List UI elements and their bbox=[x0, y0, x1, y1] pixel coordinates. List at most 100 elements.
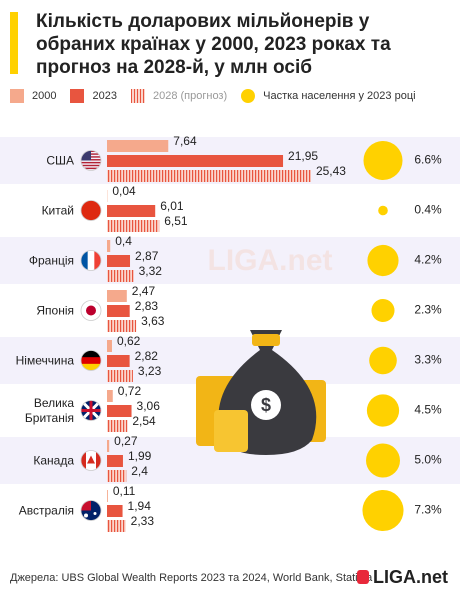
bar bbox=[107, 520, 126, 532]
chart-title: Кількість доларових мільйонерів у обрани… bbox=[36, 11, 391, 78]
flag-band bbox=[96, 450, 101, 471]
flag-outline bbox=[80, 250, 102, 271]
category-label: Велика Британія bbox=[24, 395, 74, 425]
share-circle bbox=[371, 298, 395, 323]
flag-band bbox=[81, 450, 86, 471]
flag-body bbox=[81, 350, 101, 371]
value-label: 1,94 bbox=[128, 499, 152, 513]
bar bbox=[107, 305, 130, 317]
share-circle bbox=[369, 346, 397, 375]
legend-swatch bbox=[10, 89, 24, 103]
value-label: 0,62 bbox=[117, 334, 141, 348]
flag-outline bbox=[80, 300, 102, 321]
bar bbox=[107, 255, 131, 267]
legend-item: 2023 bbox=[70, 89, 117, 103]
value-label: 2,4 bbox=[131, 464, 148, 478]
flag-cross bbox=[81, 400, 101, 421]
title-accent bbox=[10, 12, 18, 74]
share-label: 4.2% bbox=[414, 253, 442, 267]
bar bbox=[107, 290, 127, 302]
flag-body bbox=[81, 400, 101, 421]
bar bbox=[107, 355, 130, 367]
flag-outline bbox=[80, 350, 102, 371]
bar bbox=[107, 470, 127, 482]
flag-stripe bbox=[81, 357, 101, 365]
bar bbox=[107, 455, 123, 467]
flag bbox=[80, 500, 102, 521]
legend-swatch bbox=[130, 89, 145, 103]
bar bbox=[107, 140, 169, 152]
legend-item: 2028 (прогноз) bbox=[130, 89, 228, 103]
value-label: 2,47 bbox=[132, 284, 156, 298]
legend-item: 2000 bbox=[10, 89, 56, 103]
share-label: 0.4% bbox=[414, 203, 442, 217]
value-label: 3,63 bbox=[141, 314, 165, 328]
flag-outline bbox=[80, 400, 102, 421]
legend: 2000 2023 2028 (прогноз) Частка населенн… bbox=[10, 89, 430, 103]
share-circle bbox=[362, 489, 404, 532]
category-label: Франція bbox=[28, 253, 74, 267]
bar bbox=[107, 370, 133, 382]
flag-stripe bbox=[81, 161, 101, 164]
flag-body bbox=[81, 450, 101, 471]
bar bbox=[107, 320, 137, 332]
legend-label: 2028 (прогноз) bbox=[152, 90, 228, 102]
value-label: 2,33 bbox=[131, 514, 155, 528]
share-label: 4.5% bbox=[414, 403, 442, 417]
flag-outline bbox=[80, 200, 102, 221]
value-label: 0,27 bbox=[114, 434, 138, 448]
value-label: 6,01 bbox=[160, 199, 184, 213]
flag-body bbox=[81, 500, 101, 521]
value-label: 7,64 bbox=[173, 134, 197, 148]
value-label: 0,11 bbox=[113, 484, 136, 498]
value-label: 1,99 bbox=[128, 449, 152, 463]
flag-body bbox=[81, 150, 101, 170]
bar bbox=[107, 505, 123, 517]
flag-outline bbox=[80, 450, 102, 471]
share-label: 6.6% bbox=[414, 153, 442, 167]
bar bbox=[107, 155, 284, 167]
legend-label: Частка населення у 2023 році bbox=[263, 90, 416, 102]
flag-star bbox=[84, 513, 88, 518]
flag bbox=[80, 200, 102, 221]
value-label: 2,87 bbox=[135, 249, 159, 263]
flag-body bbox=[81, 200, 101, 221]
flag bbox=[80, 300, 102, 321]
flag-stripe bbox=[81, 250, 89, 271]
bar bbox=[107, 340, 112, 352]
share-circle bbox=[378, 205, 388, 216]
value-label: 0,72 bbox=[118, 384, 142, 398]
flag-star bbox=[93, 512, 97, 515]
bar bbox=[107, 205, 156, 217]
flag-canton bbox=[81, 150, 91, 161]
category-label: Канада bbox=[33, 453, 74, 467]
flag-stripe bbox=[81, 350, 101, 358]
bar bbox=[107, 170, 311, 182]
dollar-icon: $ bbox=[261, 395, 271, 415]
value-label: 0,4 bbox=[115, 234, 132, 248]
value-label: 2,82 bbox=[135, 349, 159, 363]
flag-outline bbox=[80, 500, 102, 521]
share-label: 3.3% bbox=[414, 353, 442, 367]
bar bbox=[107, 420, 128, 432]
flag bbox=[80, 400, 102, 421]
share-circle bbox=[366, 394, 400, 427]
flag-leaf bbox=[87, 455, 95, 464]
money-bag-illustration: $ bbox=[196, 330, 326, 455]
value-label: 21,95 bbox=[288, 149, 318, 163]
value-label: 25,43 bbox=[316, 164, 346, 178]
share-circle bbox=[367, 244, 399, 277]
flag-canton bbox=[81, 500, 91, 511]
category-label: Японія bbox=[36, 303, 74, 317]
flag bbox=[80, 250, 102, 271]
category-label: Німеччина bbox=[15, 353, 74, 367]
category-label: Китай bbox=[41, 203, 74, 217]
bar bbox=[107, 240, 111, 252]
bar bbox=[107, 490, 108, 502]
category-label: Австралія bbox=[18, 503, 74, 517]
flag-stripe bbox=[94, 250, 101, 271]
legend-swatch bbox=[70, 89, 85, 103]
legend-swatch bbox=[241, 89, 256, 103]
flag-body bbox=[81, 250, 101, 271]
